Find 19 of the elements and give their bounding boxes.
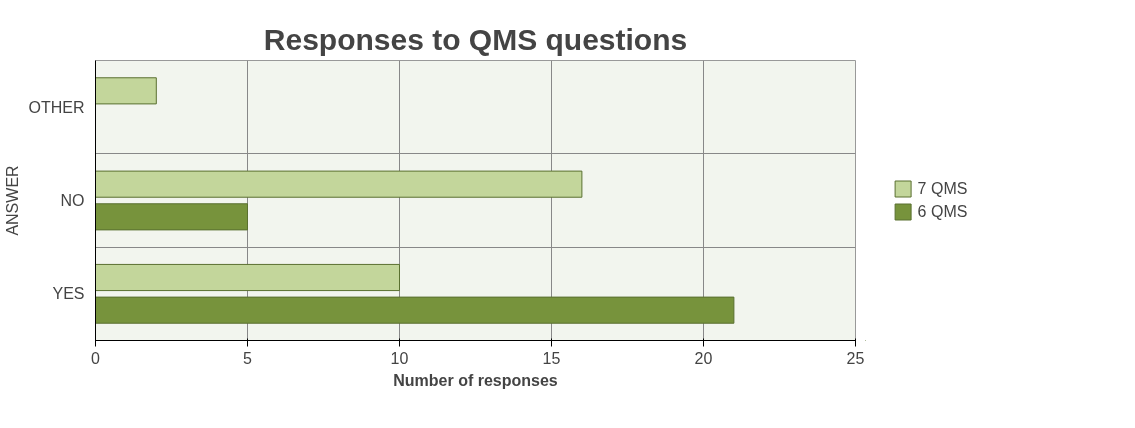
bar [95, 170, 583, 198]
y-tick-label: YES [52, 285, 85, 303]
bar [95, 296, 735, 324]
bar [95, 263, 400, 292]
x-tick-label: 15 [542, 349, 561, 367]
x-axis-title: Number of responses [393, 371, 558, 389]
bar [95, 77, 157, 105]
x-tick-label: 10 [390, 349, 409, 367]
legend-label: 6 QMS [917, 202, 968, 221]
x-tick-label: 0 [91, 349, 101, 367]
x-tick-label: 25 [846, 349, 865, 367]
y-tick-label: OTHER [28, 98, 85, 116]
y-tick-label: NO [60, 192, 85, 209]
x-tick-label: 5 [243, 349, 253, 367]
x-tick-label: 20 [694, 349, 713, 367]
legend-label: 7 QMS [917, 179, 968, 198]
chart-title: Responses to QMS questions [263, 22, 688, 56]
bar [95, 203, 248, 231]
y-axis-title: ANSWER [3, 165, 21, 236]
